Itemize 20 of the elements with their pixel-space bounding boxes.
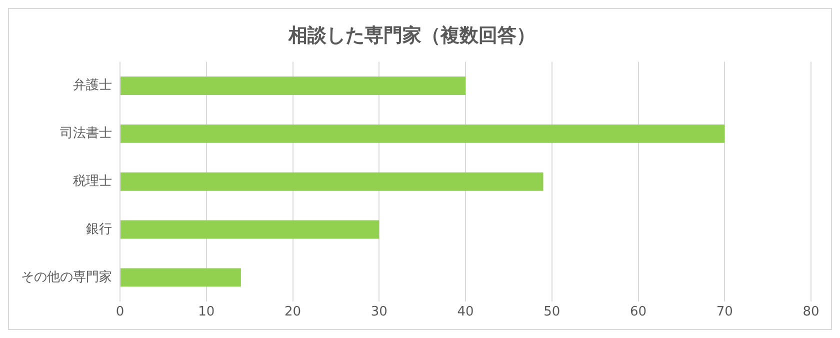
y-tick-label: 税理士 bbox=[73, 174, 112, 189]
x-tick-label: 20 bbox=[284, 304, 302, 320]
bar bbox=[120, 172, 544, 191]
bar bbox=[120, 220, 380, 239]
x-tick-label: 50 bbox=[544, 304, 560, 320]
y-tick-label: 弁護士 bbox=[73, 78, 112, 94]
x-tick-label: 70 bbox=[716, 304, 733, 320]
y-tick-label: 司法書士 bbox=[60, 126, 112, 142]
bar bbox=[120, 76, 466, 95]
bar bbox=[120, 124, 725, 143]
chart-title: 相談した専門家（複数回答） bbox=[288, 24, 536, 46]
x-tick-label: 80 bbox=[802, 304, 820, 320]
y-tick-label: その他の専門家 bbox=[21, 268, 112, 285]
x-tick-label: 10 bbox=[198, 304, 215, 320]
x-tick-label: 0 bbox=[116, 304, 124, 320]
y-tick-label: 銀行 bbox=[86, 222, 112, 237]
bar bbox=[120, 268, 241, 287]
x-tick-label: 30 bbox=[370, 304, 388, 320]
x-tick-label: 60 bbox=[630, 304, 647, 320]
x-tick-label: 40 bbox=[457, 304, 474, 320]
